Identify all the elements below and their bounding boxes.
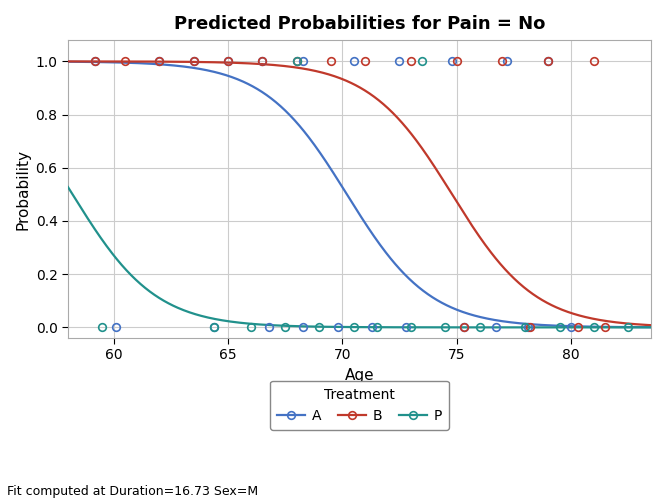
Title: Predicted Probabilities for Pain = No: Predicted Probabilities for Pain = No xyxy=(174,15,545,33)
X-axis label: Age: Age xyxy=(345,368,374,383)
Y-axis label: Probability: Probability xyxy=(15,148,30,230)
Legend: A, B, P: A, B, P xyxy=(270,380,449,430)
Text: Fit computed at Duration=16.73 Sex=M: Fit computed at Duration=16.73 Sex=M xyxy=(7,484,258,498)
